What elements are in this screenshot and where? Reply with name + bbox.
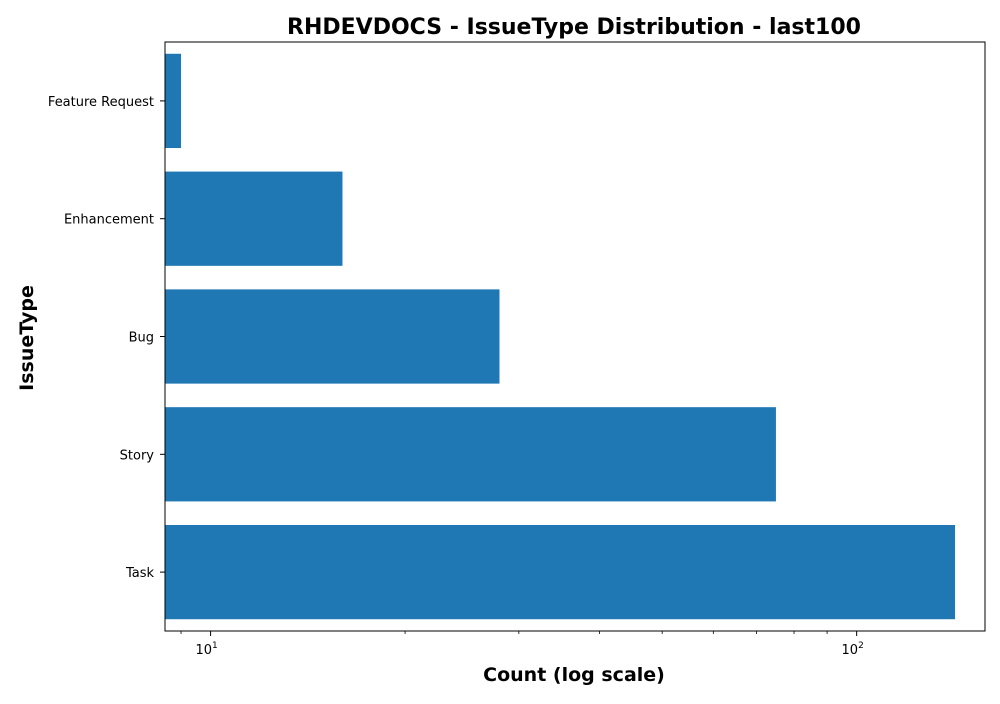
plot-area: Feature Request Enhancement Bug Story Task 10…	[48, 42, 985, 658]
x-axis-label: Count (log scale)	[483, 664, 665, 686]
y-tick-label: Enhancement	[64, 213, 154, 228]
y-tick-label: Task	[125, 566, 155, 581]
y-tick-label: Feature Request	[48, 95, 154, 110]
chart-title: RHDEVDOCS - IssueType Distribution - las…	[287, 15, 861, 40]
bar	[165, 407, 776, 501]
x-tick-label-exponent: 2	[858, 641, 864, 651]
y-axis-label: IssueType	[16, 285, 38, 391]
bar	[165, 54, 181, 148]
bar	[165, 289, 499, 383]
x-tick-label: 102	[842, 641, 864, 658]
y-tick-label: Story	[120, 448, 155, 463]
y-tick-label: Bug	[129, 331, 154, 346]
x-tick-label: 101	[195, 641, 217, 658]
x-tick-label-exponent: 1	[212, 641, 218, 651]
x-tick-label-base: 10	[195, 643, 212, 658]
bar	[165, 172, 342, 266]
bar	[165, 525, 955, 619]
x-tick-label-base: 10	[842, 643, 859, 658]
